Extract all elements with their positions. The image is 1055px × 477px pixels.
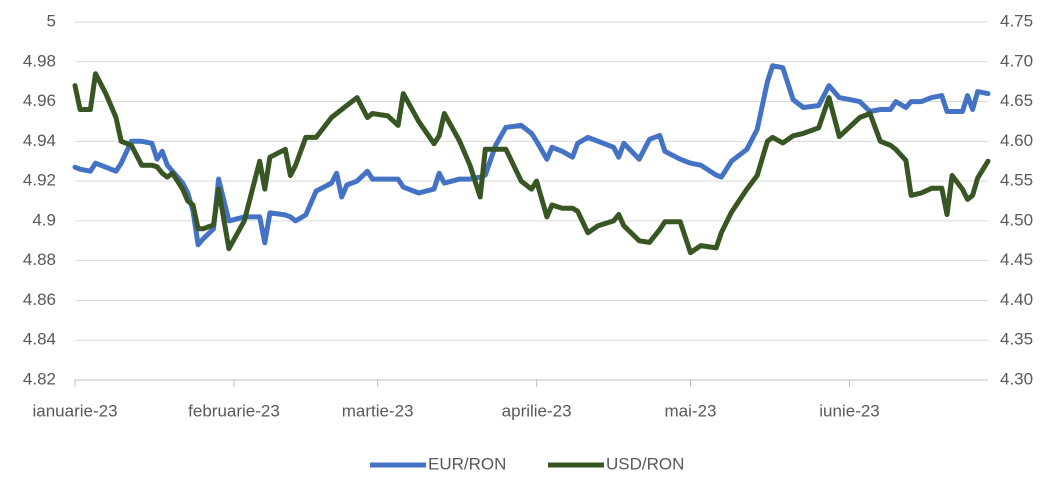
y2-tick-label: 4.55 xyxy=(1000,171,1033,190)
y-tick-label: 5 xyxy=(47,11,56,30)
series-line xyxy=(72,71,991,256)
y-tick-label: 4.82 xyxy=(23,369,56,388)
y-tick-label: 4.84 xyxy=(23,330,56,349)
y-tick-label: 4.9 xyxy=(32,210,56,229)
series-line xyxy=(72,63,991,248)
y-tick-label: 4.94 xyxy=(23,131,56,150)
y-tick-label: 4.92 xyxy=(23,171,56,190)
y2-tick-label: 4.70 xyxy=(1000,51,1033,70)
y-tick-label: 4.88 xyxy=(23,250,56,269)
y2-tick-label: 4.50 xyxy=(1000,210,1033,229)
y2-tick-label: 4.60 xyxy=(1000,131,1033,150)
x-tick-label: martie-23 xyxy=(342,401,414,420)
y2-tick-label: 4.40 xyxy=(1000,290,1033,309)
x-tick-label: ianuarie-23 xyxy=(32,401,117,420)
y2-tick-label: 4.65 xyxy=(1000,91,1033,110)
x-tick-label: mai-23 xyxy=(665,401,717,420)
x-tick-label: februarie-23 xyxy=(188,401,280,420)
x-tick-label: aprilie-23 xyxy=(502,401,572,420)
y2-tick-label: 4.35 xyxy=(1000,330,1033,349)
y2-tick-label: 4.45 xyxy=(1000,250,1033,269)
y-tick-label: 4.98 xyxy=(23,51,56,70)
x-tick-label: iunie-23 xyxy=(819,401,880,420)
y-tick-label: 4.86 xyxy=(23,290,56,309)
legend-label: EUR/RON xyxy=(428,454,506,473)
y2-tick-label: 4.30 xyxy=(1000,369,1033,388)
y-tick-label: 4.96 xyxy=(23,91,56,110)
y2-tick-label: 4.75 xyxy=(1000,11,1033,30)
legend-label: USD/RON xyxy=(606,454,684,473)
